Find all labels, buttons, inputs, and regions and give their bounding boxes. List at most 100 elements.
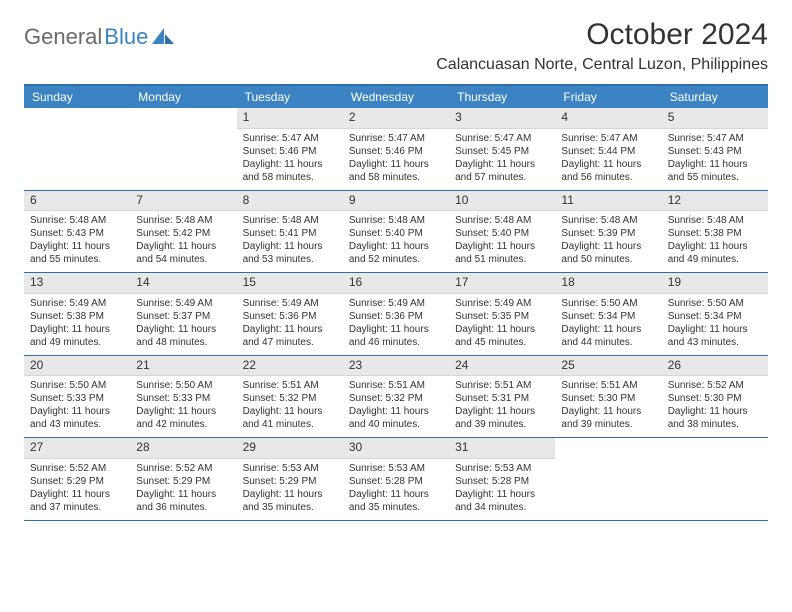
- day-cell: 4Sunrise: 5:47 AMSunset: 5:44 PMDaylight…: [555, 108, 661, 190]
- sunset-text: Sunset: 5:28 PM: [349, 475, 443, 488]
- day-cell: 28Sunrise: 5:52 AMSunset: 5:29 PMDayligh…: [130, 438, 236, 520]
- day-cell: 21Sunrise: 5:50 AMSunset: 5:33 PMDayligh…: [130, 356, 236, 438]
- sunset-text: Sunset: 5:40 PM: [349, 227, 443, 240]
- sunset-text: Sunset: 5:46 PM: [243, 145, 337, 158]
- sunset-text: Sunset: 5:32 PM: [243, 392, 337, 405]
- sunrise-text: Sunrise: 5:48 AM: [349, 214, 443, 227]
- sunset-text: Sunset: 5:35 PM: [455, 310, 549, 323]
- day-body: Sunrise: 5:50 AMSunset: 5:33 PMDaylight:…: [130, 376, 236, 437]
- daylight-text: Daylight: 11 hours and 49 minutes.: [668, 240, 762, 266]
- month-title: October 2024: [436, 18, 768, 52]
- daylight-text: Daylight: 11 hours and 49 minutes.: [30, 323, 124, 349]
- day-cell: 11Sunrise: 5:48 AMSunset: 5:39 PMDayligh…: [555, 191, 661, 273]
- daylight-text: Daylight: 11 hours and 46 minutes.: [349, 323, 443, 349]
- day-cell: 25Sunrise: 5:51 AMSunset: 5:30 PMDayligh…: [555, 356, 661, 438]
- daylight-text: Daylight: 11 hours and 39 minutes.: [455, 405, 549, 431]
- sunset-text: Sunset: 5:34 PM: [561, 310, 655, 323]
- sunrise-text: Sunrise: 5:53 AM: [243, 462, 337, 475]
- sunset-text: Sunset: 5:38 PM: [668, 227, 762, 240]
- sunset-text: Sunset: 5:46 PM: [349, 145, 443, 158]
- day-cell: 30 Sunrise: 5:53 AMSunset: 5:28 PMDayligh…: [343, 438, 449, 520]
- day-number: 4: [555, 108, 661, 129]
- day-cell: 15Sunrise: 5:49 AMSunset: 5:36 PMDayligh…: [237, 273, 343, 355]
- sunset-text: Sunset: 5:29 PM: [30, 475, 124, 488]
- day-number: 19: [662, 273, 768, 294]
- day-number: 18: [555, 273, 661, 294]
- week-row: 20Sunrise: 5:50 AMSunset: 5:33 PMDayligh…: [24, 356, 768, 439]
- sunrise-text: Sunrise: 5:47 AM: [668, 132, 762, 145]
- day-cell: 3Sunrise: 5:47 AMSunset: 5:45 PMDaylight…: [449, 108, 555, 190]
- day-body: Sunrise: 5:52 AMSunset: 5:29 PMDaylight:…: [24, 459, 130, 520]
- sunrise-text: Sunrise: 5:49 AM: [349, 297, 443, 310]
- daylight-text: Daylight: 11 hours and 45 minutes.: [455, 323, 549, 349]
- sunset-text: Sunset: 5:38 PM: [30, 310, 124, 323]
- day-body: Sunrise: 5:48 AMSunset: 5:42 PMDaylight:…: [130, 211, 236, 272]
- day-cell: 5Sunrise: 5:47 AMSunset: 5:43 PMDaylight…: [662, 108, 768, 190]
- day-cell: 19Sunrise: 5:50 AMSunset: 5:34 PMDayligh…: [662, 273, 768, 355]
- daylight-text: Daylight: 11 hours and 58 minutes.: [243, 158, 337, 184]
- day-number: 20: [24, 356, 130, 377]
- sunset-text: Sunset: 5:45 PM: [455, 145, 549, 158]
- daylight-text: Daylight: 11 hours and 48 minutes.: [136, 323, 230, 349]
- day-number: 3: [449, 108, 555, 129]
- day-header: Thursday: [449, 86, 555, 108]
- sunset-text: Sunset: 5:41 PM: [243, 227, 337, 240]
- daylight-text: Daylight: 11 hours and 34 minutes.: [455, 488, 549, 514]
- day-number: 30: [343, 438, 449, 459]
- sunrise-text: Sunrise: 5:49 AM: [243, 297, 337, 310]
- day-cell: 1Sunrise: 5:47 AMSunset: 5:46 PMDaylight…: [237, 108, 343, 190]
- day-body: Sunrise: 5:48 AMSunset: 5:39 PMDaylight:…: [555, 211, 661, 272]
- day-cell: [662, 438, 768, 520]
- day-cell: 20Sunrise: 5:50 AMSunset: 5:33 PMDayligh…: [24, 356, 130, 438]
- day-cell: 14Sunrise: 5:49 AMSunset: 5:37 PMDayligh…: [130, 273, 236, 355]
- sunrise-text: Sunrise: 5:51 AM: [455, 379, 549, 392]
- sunset-text: Sunset: 5:43 PM: [30, 227, 124, 240]
- daylight-text: Daylight: 11 hours and 35 minutes.: [349, 488, 443, 514]
- day-cell: 17Sunrise: 5:49 AMSunset: 5:35 PMDayligh…: [449, 273, 555, 355]
- sunrise-text: Sunrise: 5:50 AM: [30, 379, 124, 392]
- brand-name-b: Blue: [104, 24, 148, 50]
- day-cell: 29Sunrise: 5:53 AMSunset: 5:29 PMDayligh…: [237, 438, 343, 520]
- day-body: Sunrise: 5:49 AMSunset: 5:35 PMDaylight:…: [449, 294, 555, 355]
- day-body: Sunrise: 5:48 AMSunset: 5:43 PMDaylight:…: [24, 211, 130, 272]
- day-cell: 24Sunrise: 5:51 AMSunset: 5:31 PMDayligh…: [449, 356, 555, 438]
- day-body: Sunrise: 5:50 AMSunset: 5:34 PMDaylight:…: [555, 294, 661, 355]
- daylight-text: Daylight: 11 hours and 44 minutes.: [561, 323, 655, 349]
- sunset-text: Sunset: 5:29 PM: [243, 475, 337, 488]
- daylight-text: Daylight: 11 hours and 57 minutes.: [455, 158, 549, 184]
- daylight-text: Daylight: 11 hours and 42 minutes.: [136, 405, 230, 431]
- daylight-text: Daylight: 11 hours and 39 minutes.: [561, 405, 655, 431]
- day-cell: [555, 438, 661, 520]
- day-body: Sunrise: 5:52 AMSunset: 5:30 PMDaylight:…: [662, 376, 768, 437]
- sunset-text: Sunset: 5:29 PM: [136, 475, 230, 488]
- day-number: 29: [237, 438, 343, 459]
- sunrise-text: Sunrise: 5:53 AM: [349, 462, 443, 475]
- sunset-text: Sunset: 5:30 PM: [668, 392, 762, 405]
- day-number: 27: [24, 438, 130, 459]
- sunset-text: Sunset: 5:30 PM: [561, 392, 655, 405]
- sunrise-text: Sunrise: 5:52 AM: [30, 462, 124, 475]
- location-text: Calancuasan Norte, Central Luzon, Philip…: [436, 56, 768, 74]
- day-cell: 7Sunrise: 5:48 AMSunset: 5:42 PMDaylight…: [130, 191, 236, 273]
- day-header: Tuesday: [237, 86, 343, 108]
- day-cell: 12Sunrise: 5:48 AMSunset: 5:38 PMDayligh…: [662, 191, 768, 273]
- day-header: Monday: [130, 86, 236, 108]
- day-cell: 31Sunrise: 5:53 AMSunset: 5:28 PMDayligh…: [449, 438, 555, 520]
- brand-sail-icon: [152, 28, 174, 46]
- day-body: Sunrise: 5:48 AMSunset: 5:40 PMDaylight:…: [343, 211, 449, 272]
- daylight-text: Daylight: 11 hours and 38 minutes.: [668, 405, 762, 431]
- day-number: 24: [449, 356, 555, 377]
- day-number: 5: [662, 108, 768, 129]
- sunrise-text: Sunrise: 5:52 AM: [136, 462, 230, 475]
- day-number: 22: [237, 356, 343, 377]
- day-number: 25: [555, 356, 661, 377]
- daylight-text: Daylight: 11 hours and 54 minutes.: [136, 240, 230, 266]
- sunset-text: Sunset: 5:33 PM: [136, 392, 230, 405]
- sunset-text: Sunset: 5:40 PM: [455, 227, 549, 240]
- daylight-text: Daylight: 11 hours and 43 minutes.: [30, 405, 124, 431]
- sunrise-text: Sunrise: 5:50 AM: [561, 297, 655, 310]
- calendar: SundayMondayTuesdayWednesdayThursdayFrid…: [24, 84, 768, 521]
- day-header: Sunday: [24, 86, 130, 108]
- day-body: Sunrise: 5:47 AMSunset: 5:46 PMDaylight:…: [237, 129, 343, 190]
- day-body: Sunrise: 5:49 AMSunset: 5:37 PMDaylight:…: [130, 294, 236, 355]
